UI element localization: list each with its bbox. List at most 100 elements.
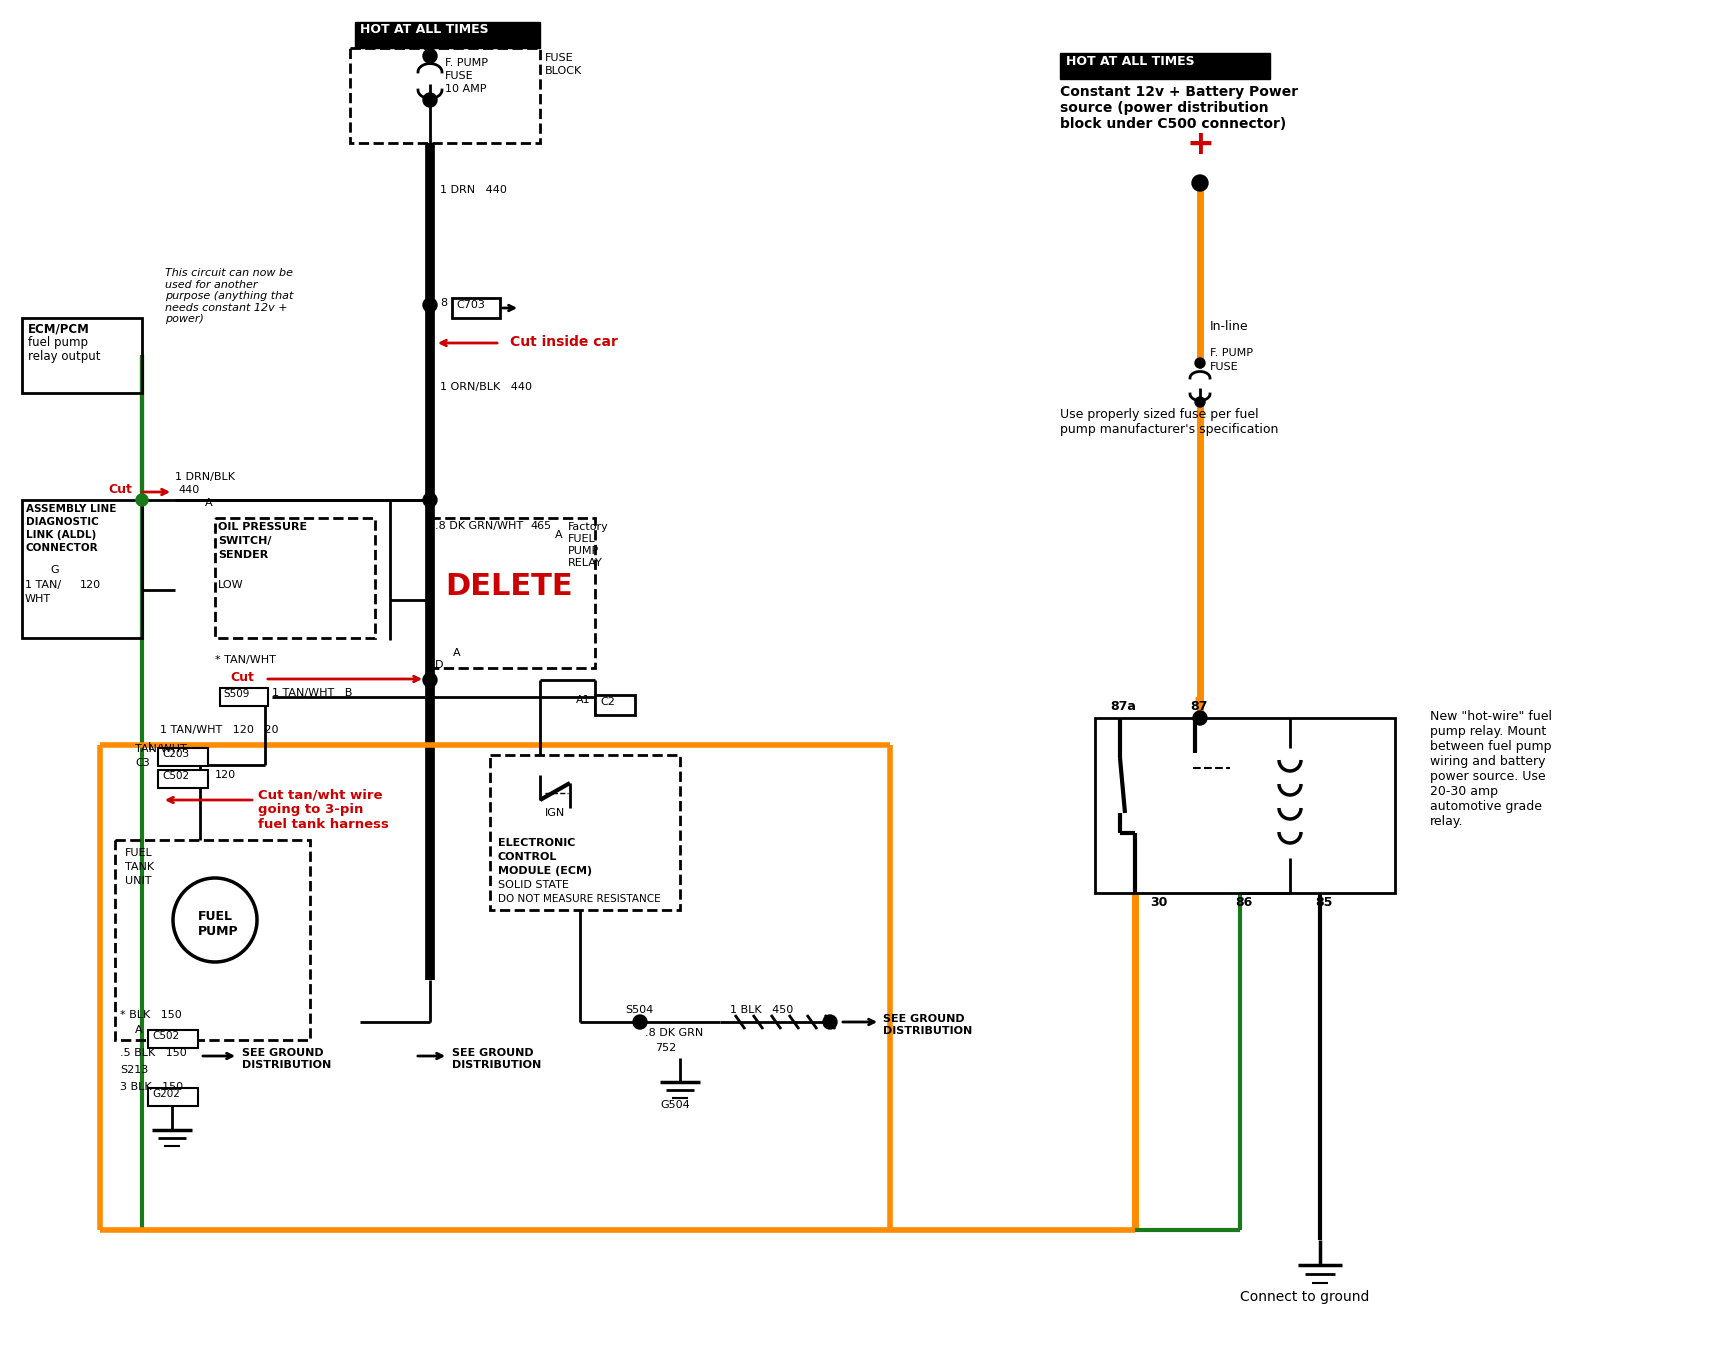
Circle shape [633, 1015, 647, 1028]
Text: 8: 8 [440, 297, 447, 308]
Bar [490, 756, 680, 910]
Text: C502: C502 [162, 771, 190, 782]
Circle shape [423, 297, 436, 312]
Text: SEE GROUND
DISTRIBUTION: SEE GROUND DISTRIBUTION [242, 1048, 331, 1069]
Text: C203: C203 [162, 749, 190, 758]
Text: G202: G202 [152, 1088, 179, 1099]
Text: CONNECTOR: CONNECTOR [26, 543, 98, 552]
Text: SWITCH/: SWITCH/ [217, 536, 271, 546]
Text: DO NOT MEASURE RESISTANCE: DO NOT MEASURE RESISTANCE [499, 893, 661, 904]
Text: MODULE (ECM): MODULE (ECM) [499, 866, 592, 876]
Text: ASSEMBLY LINE: ASSEMBLY LINE [26, 505, 116, 514]
Text: HOT AT ALL TIMES: HOT AT ALL TIMES [361, 23, 488, 35]
Text: S504: S504 [624, 1005, 654, 1015]
Text: 1 TAN/: 1 TAN/ [24, 580, 60, 591]
Circle shape [423, 672, 436, 687]
Text: FUSE: FUSE [1209, 361, 1239, 372]
Text: 87: 87 [1190, 700, 1208, 713]
Text: OIL PRESSURE: OIL PRESSURE [217, 522, 307, 532]
Text: A1: A1 [576, 696, 590, 705]
Text: D: D [435, 660, 443, 670]
Circle shape [1195, 397, 1206, 406]
Bar [430, 518, 595, 668]
Text: Connect to ground: Connect to ground [1240, 1290, 1370, 1304]
Text: L: L [148, 742, 154, 752]
Text: fuel pump: fuel pump [28, 336, 88, 349]
Text: DIAGNOSTIC: DIAGNOSTIC [26, 517, 98, 527]
Text: Cut: Cut [109, 483, 131, 496]
Circle shape [423, 49, 436, 63]
Text: +: + [1187, 128, 1214, 161]
Text: Factory: Factory [568, 522, 609, 532]
Text: 1 BLK   450: 1 BLK 450 [730, 1005, 794, 1015]
Text: FUEL: FUEL [198, 910, 233, 923]
Text: Constant 12v + Battery Power
source (power distribution
block under C500 connect: Constant 12v + Battery Power source (pow… [1059, 85, 1299, 131]
Text: TAN/WHT: TAN/WHT [135, 743, 186, 754]
Text: S213: S213 [121, 1065, 148, 1075]
Circle shape [1194, 711, 1207, 726]
Text: .5 BLK   150: .5 BLK 150 [121, 1048, 186, 1058]
Circle shape [823, 1015, 837, 1028]
Text: SEE GROUND
DISTRIBUTION: SEE GROUND DISTRIBUTION [883, 1013, 973, 1035]
Text: 30: 30 [1151, 896, 1168, 908]
Text: 87a: 87a [1109, 700, 1135, 713]
Circle shape [136, 494, 148, 506]
Bar [159, 771, 209, 788]
Bar [1059, 53, 1270, 79]
Bar [22, 501, 141, 638]
Text: FUEL: FUEL [568, 533, 595, 544]
Text: UNIT: UNIT [124, 876, 152, 887]
Text: C: C [424, 687, 433, 698]
Text: 1 DRN/BLK: 1 DRN/BLK [174, 472, 235, 481]
Text: A: A [454, 648, 461, 657]
Bar [116, 840, 310, 1039]
Circle shape [1192, 175, 1208, 191]
Text: PUMP: PUMP [198, 925, 238, 938]
Text: 86: 86 [1235, 896, 1252, 908]
Text: DELETE: DELETE [445, 572, 573, 602]
Text: C3: C3 [135, 758, 150, 768]
Text: F. PUMP: F. PUMP [445, 59, 488, 68]
Text: Cut inside car: Cut inside car [511, 336, 618, 349]
Text: 10 AMP: 10 AMP [445, 85, 486, 94]
Text: .8 DK GRN: .8 DK GRN [645, 1028, 704, 1038]
Text: C703: C703 [455, 300, 485, 310]
Circle shape [1195, 357, 1206, 368]
Text: FUSE: FUSE [545, 53, 574, 63]
Text: BLOCK: BLOCK [545, 65, 583, 76]
Text: This circuit can now be
used for another
purpose (anything that
needs constant 1: This circuit can now be used for another… [166, 267, 293, 325]
Text: Cut: Cut [229, 671, 254, 683]
Text: C2: C2 [600, 697, 614, 707]
Text: * TAN/WHT: * TAN/WHT [216, 655, 276, 666]
Text: WHT: WHT [24, 593, 52, 604]
Circle shape [423, 492, 436, 507]
Text: 1 TAN/WHT   B: 1 TAN/WHT B [273, 687, 352, 698]
Text: 752: 752 [656, 1043, 676, 1053]
Text: 85: 85 [1314, 896, 1332, 908]
Text: TANK: TANK [124, 862, 154, 872]
Text: LOW: LOW [217, 580, 243, 591]
Text: In-line: In-line [1209, 321, 1249, 333]
Bar [22, 318, 141, 393]
Bar [221, 687, 267, 707]
Text: ECM/PCM: ECM/PCM [28, 322, 90, 336]
Bar [216, 518, 374, 638]
Text: A: A [205, 498, 212, 507]
Bar [148, 1088, 198, 1106]
Text: 120: 120 [79, 580, 102, 591]
Text: C502: C502 [152, 1031, 179, 1041]
Circle shape [423, 93, 436, 106]
Text: SENDER: SENDER [217, 550, 269, 561]
Text: G: G [50, 565, 59, 576]
Bar [1095, 717, 1396, 893]
Text: LINK (ALDL): LINK (ALDL) [26, 531, 97, 540]
Text: G504: G504 [661, 1099, 690, 1110]
Text: SEE GROUND
DISTRIBUTION: SEE GROUND DISTRIBUTION [452, 1048, 542, 1069]
Text: A: A [555, 531, 562, 540]
Text: Use properly sized fuse per fuel
pump manufacturer's specification: Use properly sized fuse per fuel pump ma… [1059, 408, 1278, 436]
Text: 465: 465 [530, 521, 550, 531]
Bar [148, 1030, 198, 1048]
Text: relay output: relay output [28, 351, 100, 363]
Text: 120: 120 [216, 771, 236, 780]
Bar [355, 22, 540, 48]
